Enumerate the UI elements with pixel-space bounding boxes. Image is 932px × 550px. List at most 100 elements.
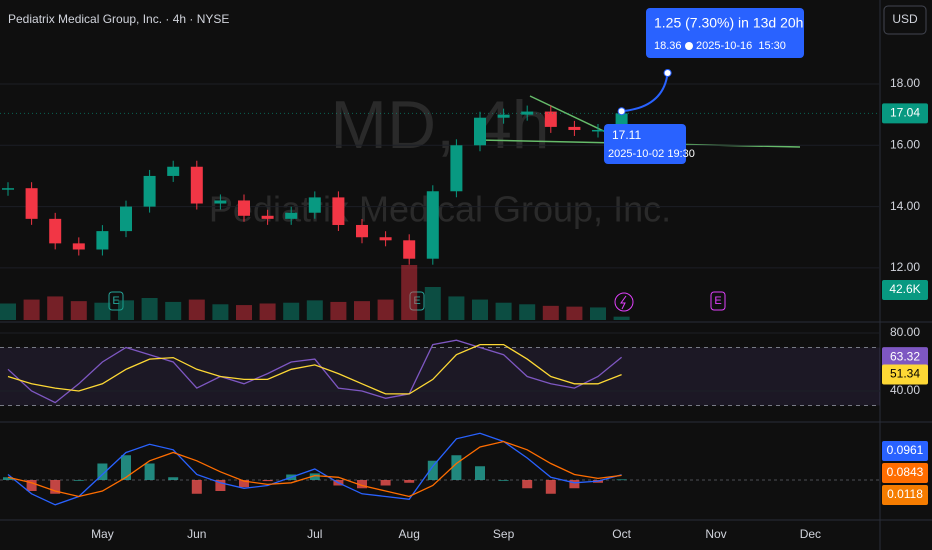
earnings-label: E [413,295,420,307]
volume-bar [424,287,441,320]
histogram-bar [191,480,202,494]
earnings-label: E [714,295,721,307]
histogram-bar [97,463,108,480]
volume-bar [141,298,158,320]
volume-bar [236,305,252,320]
volume-bar [377,299,394,320]
candle [521,111,534,115]
volume-bar [94,302,111,320]
start-time: 2025-10-02 19:30 [608,148,695,160]
rsi-line [7,343,622,395]
candle [167,166,180,176]
volume-bar [354,301,370,320]
histogram-bar [498,480,509,481]
volume-bar [188,299,205,320]
chart-title: Pediatrix Medical Group, Inc. · 4h · NYS… [8,12,229,26]
y-tick-label: 16.00 [890,137,920,151]
volume-bar [472,299,488,320]
candle [143,175,156,207]
candle [403,240,416,259]
rsi-badge: 51.34 [890,367,920,381]
dividend-marker[interactable] [614,292,634,312]
rsi-band [0,347,880,406]
currency-button[interactable] [883,5,927,35]
macd-badge: 0.0843 [887,465,924,479]
histogram-bar [475,466,485,480]
last-price-badge-bg [882,103,928,124]
histogram-bar [73,480,84,481]
macd-badge: 0.0961 [887,443,924,457]
volume-bar [70,301,87,320]
x-tick-label: Dec [800,527,821,541]
rsi-line [7,339,623,404]
volume-bar [306,300,323,320]
volume-bar [542,305,559,320]
x-tick-label: Sep [493,527,515,541]
candle [261,215,274,219]
rsi-badge: 63.32 [890,349,920,363]
x-tick-label: Oct [612,527,631,541]
candle [568,126,581,130]
earnings-label: E [112,295,119,307]
volume-bar [23,299,40,320]
y-tick-label: 80.00 [890,325,920,339]
rsi-badge-bg [882,347,928,368]
candle [308,197,321,213]
volume-bar [259,303,276,320]
volume-bar [590,307,606,320]
y-tick-label: 14.00 [890,199,920,213]
measure-target-time: 2025-10-16 15:30 [696,40,786,52]
volume-bar [0,303,16,320]
volume-bar [613,316,630,320]
histogram-bar [50,480,61,494]
rsi-badge-bg [882,364,928,385]
measure-label: 1.25 (7.30%) in 13d 20h [654,15,803,31]
earnings-marker[interactable]: E [409,291,425,311]
histogram-bar [262,480,273,482]
histogram-bar [3,477,13,480]
macd-badge-bg [882,463,928,483]
histogram-bar [144,463,155,480]
last-price-badge: 17.04 [890,106,920,120]
macd-line [7,440,622,498]
start-box [604,124,686,164]
histogram-bar [357,480,367,489]
candle [49,218,62,244]
histogram-bar [569,480,580,489]
macd-line [7,432,622,506]
earnings-marker[interactable]: E [108,291,124,311]
histogram-bar [451,455,462,480]
y-tick-label: 12.00 [890,260,920,274]
volume-bar [519,304,536,320]
y-tick-label: 40.00 [890,383,920,397]
candle [544,111,557,127]
x-tick-label: Nov [705,527,726,541]
x-tick-label: Jul [307,527,322,541]
candle [238,200,250,216]
projection-end [663,68,672,77]
currency-label[interactable]: USD [892,12,918,26]
projection-start [617,107,626,116]
y-tick-label: 18.00 [890,76,920,90]
clock-icon [685,42,693,50]
histogram-bar [522,480,533,489]
histogram-bar [168,477,179,480]
histogram-badge-bg [882,485,928,505]
candle [379,237,392,241]
histogram-bar [121,455,131,480]
volume-bar [165,301,182,320]
volume-bar [283,302,300,320]
candle [332,197,345,225]
x-tick-label: Jun [187,527,206,541]
histogram-bar [26,480,37,491]
histogram-bar [427,460,438,480]
histogram-bar [380,480,391,486]
candle [2,188,14,190]
earnings-marker[interactable]: E [710,291,726,311]
candle [497,114,510,118]
macd-badge-bg [882,441,928,461]
candle [120,206,132,232]
projection-arrow [621,72,669,113]
candle [356,224,368,238]
candle [450,145,463,192]
